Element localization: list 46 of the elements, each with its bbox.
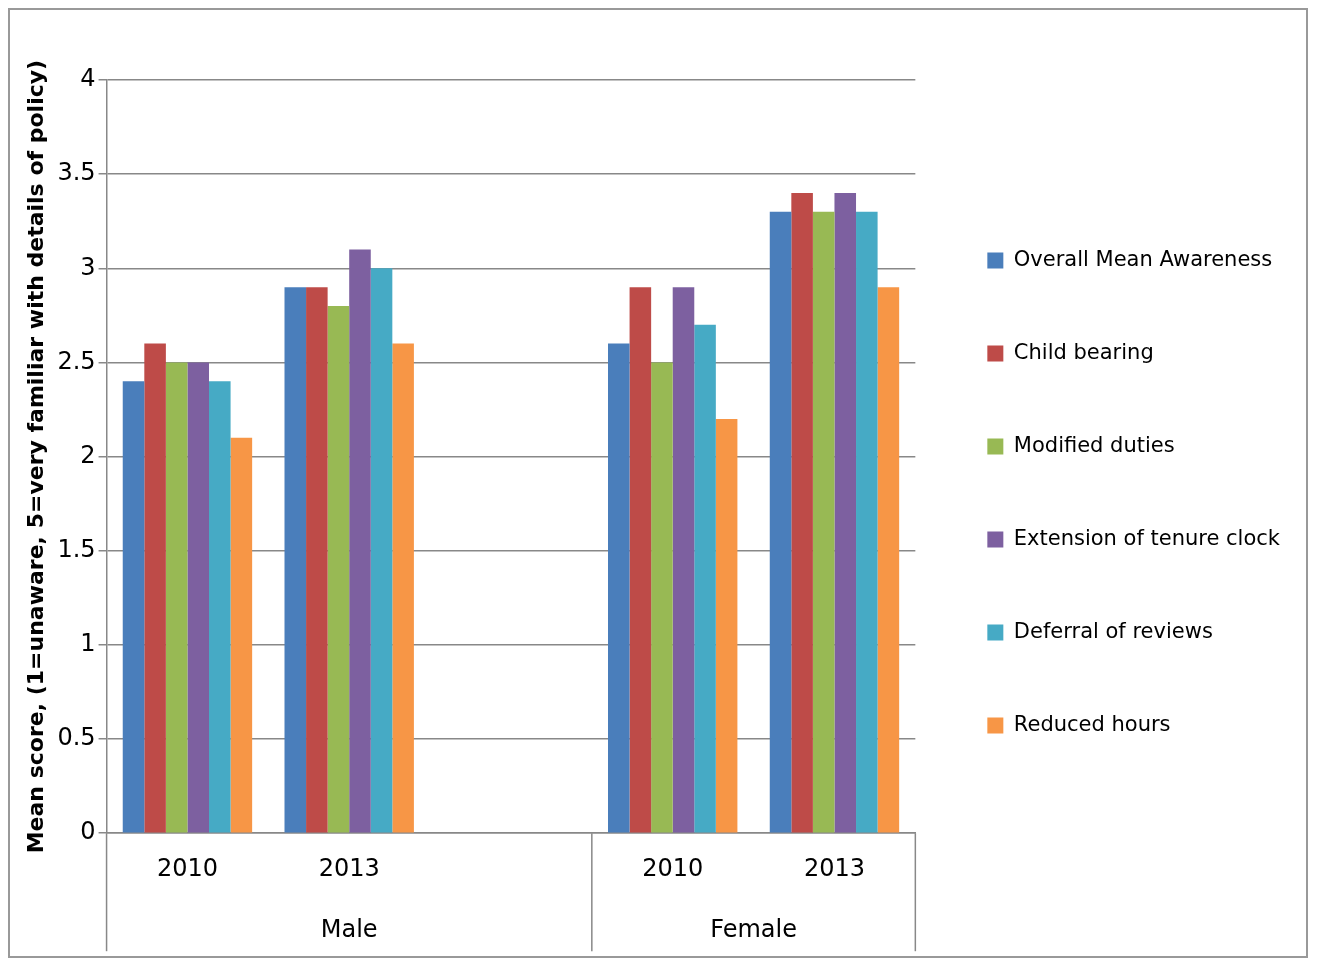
bar bbox=[877, 287, 900, 833]
y-axis-title: Mean score, (1=unaware, 5=very familiar with details of policy) bbox=[22, 59, 48, 854]
text: Female bbox=[710, 915, 797, 944]
y-tick-label: 4 bbox=[80, 64, 96, 93]
text: Male bbox=[320, 915, 378, 944]
y-tick-label: 0.5 bbox=[57, 723, 96, 752]
bar bbox=[144, 343, 166, 833]
legend-label: Modified duties bbox=[1013, 432, 1175, 457]
legend-label: Reduced hours bbox=[1013, 711, 1171, 736]
bar bbox=[306, 287, 328, 833]
bar bbox=[370, 268, 393, 833]
legend-label: Overall Mean Awareness bbox=[1013, 246, 1273, 271]
bar bbox=[791, 192, 813, 833]
bar bbox=[769, 211, 792, 833]
bar bbox=[608, 343, 630, 833]
legend-label: Deferral of reviews bbox=[1013, 618, 1213, 643]
legend-label: Extension of tenure clock bbox=[1013, 525, 1281, 550]
bar bbox=[284, 287, 307, 833]
bar bbox=[392, 343, 414, 833]
bar bbox=[165, 362, 188, 833]
bar bbox=[694, 324, 716, 833]
bar bbox=[122, 381, 145, 833]
bar bbox=[812, 211, 835, 833]
y-tick-label: 2 bbox=[80, 440, 96, 469]
x-tick-label: 2013 bbox=[803, 853, 865, 882]
y-tick-label: 0 bbox=[80, 817, 96, 846]
bar bbox=[209, 381, 231, 833]
y-tick-label: 3.5 bbox=[57, 158, 96, 187]
legend-label: Child bearing bbox=[1013, 339, 1154, 364]
bar bbox=[349, 249, 371, 833]
bar bbox=[629, 287, 652, 833]
x-tick-label: 2010 bbox=[156, 853, 218, 882]
bar bbox=[715, 418, 738, 833]
y-tick-label: 1 bbox=[80, 629, 96, 658]
x-tick-label: 2010 bbox=[642, 853, 704, 882]
y-tick-label: 1.5 bbox=[57, 534, 96, 563]
bar bbox=[856, 211, 878, 833]
bar bbox=[327, 305, 350, 833]
bar bbox=[230, 437, 253, 833]
bar bbox=[651, 362, 673, 833]
y-tick-label: 2.5 bbox=[57, 346, 96, 375]
bar bbox=[672, 287, 695, 833]
x-tick-label: 2013 bbox=[318, 853, 380, 882]
bar bbox=[187, 362, 210, 833]
y-tick-label: 3 bbox=[80, 252, 96, 281]
bar bbox=[834, 192, 857, 833]
